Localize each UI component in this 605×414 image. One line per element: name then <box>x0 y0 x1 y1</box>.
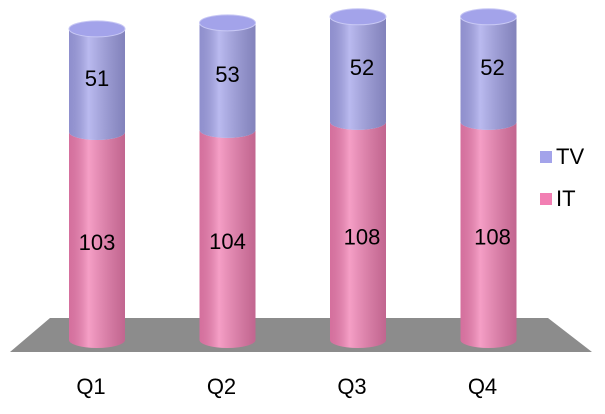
legend-swatch <box>540 151 552 163</box>
bar-shade <box>460 16 517 130</box>
bar-cap <box>460 8 517 26</box>
data-label: 104 <box>209 229 246 254</box>
legend-label: IT <box>556 186 576 211</box>
x-tick-label: Q1 <box>76 374 105 399</box>
bar-cap <box>68 20 126 38</box>
bar-shade <box>199 129 256 348</box>
x-tick-label: Q4 <box>468 374 497 399</box>
bar-shade <box>330 121 386 348</box>
data-label: 52 <box>480 55 504 80</box>
bar-shade <box>69 28 125 140</box>
bar-shade <box>199 22 256 138</box>
data-label: 52 <box>350 55 374 80</box>
bar-shade <box>69 131 125 348</box>
data-label: 108 <box>474 225 511 250</box>
bar-cap <box>199 14 256 32</box>
x-tick-label: Q3 <box>337 374 366 399</box>
data-label: 108 <box>344 225 381 250</box>
data-label: 51 <box>85 66 109 91</box>
legend-label: TV <box>556 144 584 169</box>
bar-shade <box>460 121 517 348</box>
data-label: 53 <box>215 62 239 87</box>
floor <box>10 318 592 352</box>
bar-shade <box>330 16 386 130</box>
data-label: 103 <box>79 230 116 255</box>
x-tick-label: Q2 <box>207 374 236 399</box>
bar-cap <box>329 8 387 26</box>
legend-swatch <box>540 193 552 205</box>
